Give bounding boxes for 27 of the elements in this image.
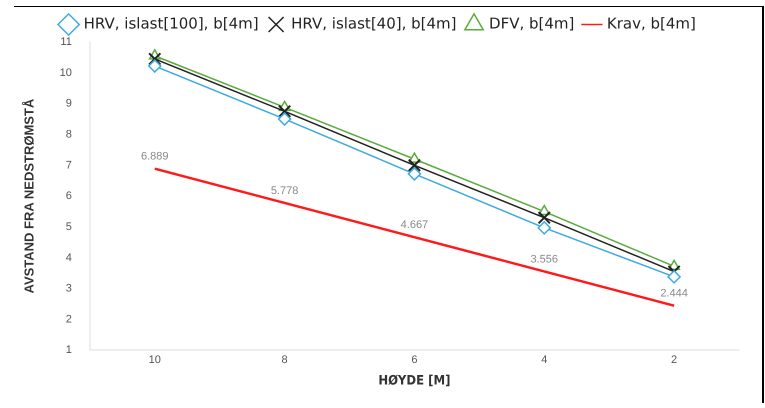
data-label: 4.667 [400, 219, 428, 232]
y-tick-label: 8 [66, 128, 72, 140]
y-tick-label: 9 [66, 98, 72, 110]
legend-label: HRV, islast[40], b[4m] [291, 14, 457, 32]
x-axis-title: HØYDE [M] [378, 374, 450, 389]
y-tick-label: 3 [66, 282, 72, 295]
y-tick-label: 7 [66, 159, 72, 172]
legend-label: DFV, b[4m] [489, 14, 574, 32]
y-tick-label: 5 [66, 220, 72, 233]
x-tick-label: 6 [411, 354, 418, 366]
x-tick-label: 10 [148, 354, 161, 366]
data-label: 2.444 [660, 288, 688, 300]
legend-label: HRV, islast[100], b[4m] [84, 14, 259, 32]
y-tick-label: 10 [60, 66, 72, 79]
data-label: 3.556 [530, 253, 558, 266]
y-tick-label: 4 [66, 252, 72, 264]
x-tick-label: 2 [671, 354, 678, 366]
y-tick-label: 2 [66, 313, 72, 326]
x-tick-label: 8 [282, 354, 288, 366]
y-axis-title: AVSTAND FRA NEDSTRØMSTÅ [21, 98, 36, 294]
legend-label: Krav, b[4m] [606, 14, 696, 32]
y-tick-label: 6 [66, 190, 72, 202]
y-tick-label: 11 [60, 36, 72, 48]
data-label: 5.778 [270, 184, 298, 197]
data-label: 6.889 [140, 150, 169, 163]
y-tick-label: 1 [66, 344, 72, 356]
x-tick-label: 4 [541, 354, 548, 366]
